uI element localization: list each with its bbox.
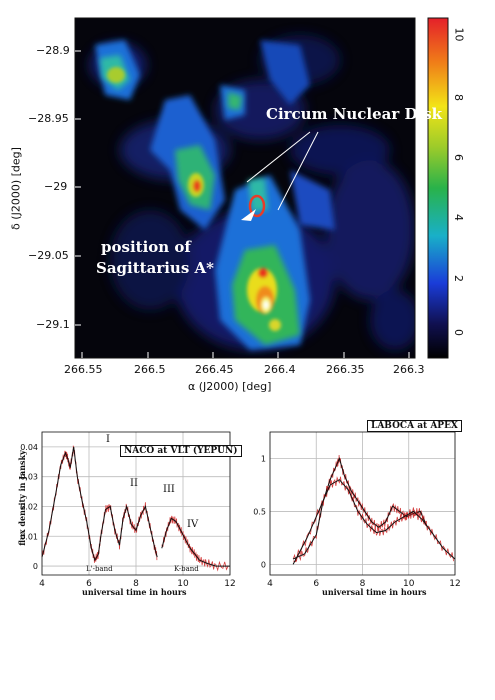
naco-phase-label: III [163, 484, 175, 495]
sgr-annotation-line2: Sagittarius A* [96, 259, 214, 277]
y-tick-label: 0.02 [20, 502, 38, 511]
model-line-series [292, 479, 456, 565]
ytick-label: −29.1 [36, 318, 70, 331]
sky-map-figure [74, 17, 449, 359]
colorbar-tick-label: 8 [452, 94, 465, 101]
naco-band-label: K-band [174, 565, 199, 573]
naco-y-axis-label: flux density in Jansky [17, 450, 27, 546]
naco-band-label: L'-band [86, 565, 113, 573]
xtick-label: 266.35 [326, 363, 365, 376]
x-axis-label: α (J2000) [deg] [188, 380, 272, 393]
cnd-pointer-line-2 [277, 131, 319, 211]
model-line-series [41, 446, 158, 562]
laboca-x-axis-label: universal time in hours [322, 587, 427, 597]
ytick-label: −29 [44, 180, 68, 193]
y-axis-label: δ (J2000) [deg] [9, 147, 23, 230]
y-tick-label: 0 [33, 562, 38, 571]
model-line-series [161, 517, 230, 567]
sgr-annotation-line1: position of [101, 238, 191, 256]
xtick-label: 266.5 [134, 363, 166, 376]
colorbar-tick-label: 0 [452, 329, 465, 336]
naco-phase-label: I [106, 434, 110, 445]
ytick-label: −28.95 [28, 112, 69, 125]
x-tick-label: 6 [86, 579, 92, 589]
emission-map [90, 35, 415, 350]
naco-phase-label: II [130, 478, 138, 489]
naco-chart-title: NACO at VLT (YEPUN) [120, 445, 242, 457]
x-tick-label: 12 [224, 579, 235, 589]
y-tick-label: 0.04 [20, 443, 38, 452]
colorbar-tick-label: 10 [452, 27, 466, 42]
naco-x-axis-label: universal time in hours [82, 587, 187, 597]
y-tick-label: 1 [261, 454, 266, 463]
colorbar [427, 17, 449, 359]
xtick-label: 266.4 [264, 363, 296, 376]
y-tick-label: 0.03 [20, 473, 38, 482]
y-tick-label: 0 [261, 560, 266, 569]
colorbar-tick-label: 2 [452, 275, 465, 282]
colorbar-tick-label: 6 [452, 154, 465, 161]
x-tick-label: 10 [403, 579, 415, 589]
x-tick-label: 8 [133, 579, 139, 589]
x-tick-label: 8 [360, 579, 366, 589]
naco-phase-label: IV [187, 519, 199, 530]
sgr-a-arrow-icon [241, 209, 256, 221]
plot-frame [41, 431, 231, 576]
circum-nuclear-disk-ring [248, 194, 266, 218]
cnd-pointer-line-1 [246, 131, 311, 183]
y-tick-label: 0.01 [20, 532, 38, 541]
x-tick-label: 4 [267, 579, 273, 589]
xtick-label: 266.55 [64, 363, 103, 376]
xtick-label: 266.45 [195, 363, 234, 376]
ytick-label: −28.9 [36, 44, 70, 57]
cnd-annotation: Circum Nuclear Disk [266, 105, 443, 123]
laboca-lightcurve-chart: 4 6 8 10 12 0 0.5 1 [253, 431, 461, 589]
plot-frame [269, 431, 456, 576]
ytick-label: −29.05 [28, 249, 69, 262]
data-noise-series [292, 476, 454, 563]
y-tick-label: 0.5 [253, 507, 266, 516]
xtick-label: 266.3 [393, 363, 425, 376]
x-tick-label: 10 [177, 579, 189, 589]
model-line-series [292, 457, 428, 560]
x-tick-label: 6 [313, 579, 319, 589]
x-tick-label: 4 [39, 579, 45, 589]
colorbar-tick-label: 4 [452, 214, 465, 221]
x-tick-label: 12 [449, 579, 460, 589]
laboca-chart-title: LABOCA at APEX [367, 420, 462, 432]
data-noise-series [292, 454, 427, 563]
